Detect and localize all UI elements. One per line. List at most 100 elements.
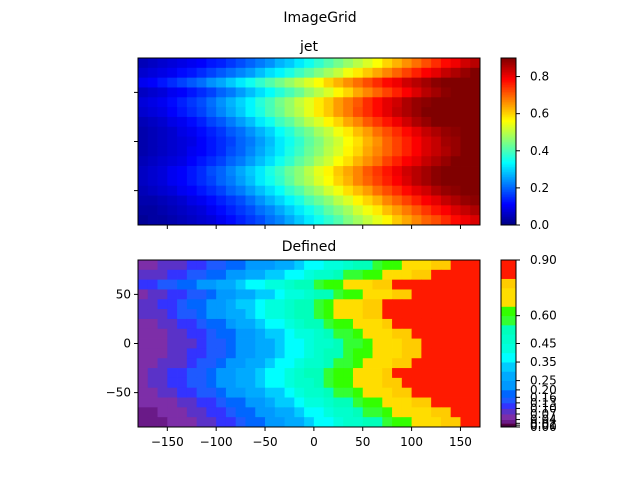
defined-cell [304,328,315,339]
jet-colorbar-segment [501,144,516,147]
jet-cell [196,67,207,79]
jet-cell [265,215,276,226]
jet-cell [177,156,188,167]
jet-cell [225,156,237,167]
jet-cell [186,146,198,157]
defined-cell [294,279,305,290]
jet-cell [372,136,383,147]
defined-cell [440,260,452,271]
jet-colorbar-segment [501,219,516,223]
jet-cell [333,205,344,216]
defined-cell [255,338,266,349]
jet-cell [401,67,412,79]
jet-cell [313,87,325,98]
defined-cell [177,377,188,389]
defined-cell [313,279,325,290]
defined-cell [323,377,334,389]
defined-cell [138,417,149,428]
jet-cell [372,58,383,69]
defined-cell [265,328,276,339]
defined-cell [313,260,325,271]
defined-cell [352,397,364,408]
jet-cell [304,215,315,226]
defined-cell [431,368,442,379]
jet-cell [138,97,149,108]
defined-cell [401,397,412,408]
jet-colorbar-segment [501,179,516,182]
defined-cell [431,269,442,281]
defined-cell [440,368,452,379]
jet-cell [167,215,178,226]
jet-colorbar-segment [501,101,516,104]
defined-cell [294,397,305,408]
defined-cell [382,397,393,408]
jet-cell [392,77,403,88]
jet-cell [431,195,442,206]
defined-cell [186,417,198,428]
jet-cell [245,136,256,147]
defined-cell [431,397,442,408]
jet-cell [470,146,481,157]
defined-cell [245,260,256,271]
defined-cell [284,269,295,281]
defined-cell [245,368,256,379]
jet-cell [157,195,168,206]
jet-cell [392,97,403,108]
jet-cell [138,77,149,88]
defined-cell [421,299,432,310]
defined-cell [216,377,227,389]
defined-cell [372,358,383,369]
jet-cell [431,126,442,137]
jet-axis-ticks [134,91,461,229]
defined-cell [421,368,432,379]
defined-cell [411,309,422,320]
defined-cell [206,269,217,281]
jet-cell [401,146,412,157]
jet-colorbar-segment [501,161,516,164]
jet-cell [284,107,295,118]
jet-cell [343,175,354,187]
defined-cell [450,417,461,428]
jet-cell [225,97,237,108]
jet-colorbar-segment [501,186,516,189]
jet-cell [157,136,168,147]
defined-colorbar-tick-label: 0.60 [530,309,557,323]
jet-cell [147,146,158,157]
jet-cell [274,156,285,167]
jet-cell [450,175,461,187]
jet-cell [245,156,256,167]
defined-cell [225,417,237,428]
jet-cell [431,77,442,88]
jet-cell [431,58,442,69]
defined-cell [343,279,354,290]
defined-cell [147,377,158,389]
defined-cell [304,279,315,290]
jet-cell [235,156,246,167]
defined-cell [225,269,237,281]
jet-cell [245,58,256,69]
defined-cell [333,309,344,320]
defined-cell [265,338,276,349]
defined-cell [138,289,149,300]
jet-colorbar-segment [501,113,516,116]
defined-cell [186,377,198,389]
jet-cell [294,146,305,157]
defined-cell [450,348,461,359]
jet-cell [440,166,452,177]
defined-cell [421,387,432,398]
jet-cell [177,126,188,137]
jet-cell [440,156,452,167]
jet-cell [440,215,452,226]
defined-cell [460,260,471,271]
defined-cell [245,417,256,428]
jet-cell [460,185,471,196]
jet-cell [255,166,266,177]
defined-cell [372,279,383,290]
defined-cell [225,358,237,369]
defined-cell [157,318,168,330]
defined-cell [196,279,207,290]
jet-cell [440,97,452,108]
defined-cell [401,387,412,398]
x-tick-label: 0 [310,435,318,449]
defined-cell [460,387,471,398]
